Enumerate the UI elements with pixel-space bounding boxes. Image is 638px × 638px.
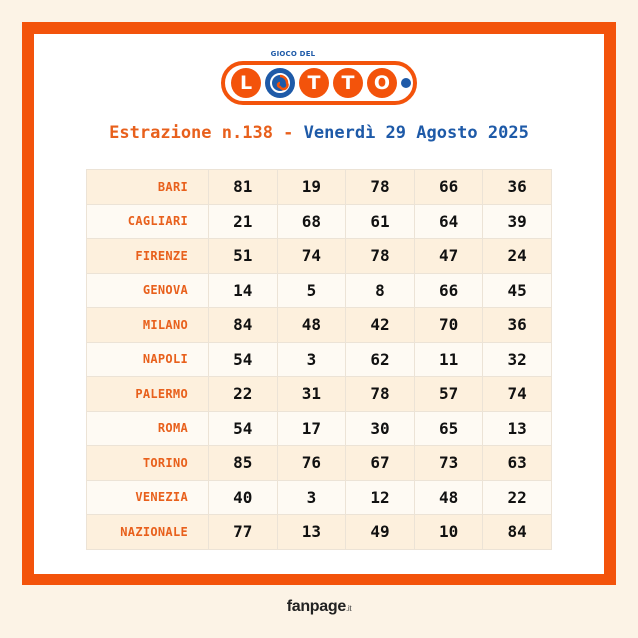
drawn-number: 8 — [345, 272, 415, 308]
table-row: PALERMO 22 31 78 57 74 — [86, 376, 552, 412]
drawn-number: 32 — [482, 341, 552, 377]
drawn-number: 22 — [482, 479, 552, 515]
drawn-number: 73 — [413, 445, 484, 481]
logo-swirl-icon — [265, 68, 295, 98]
drawn-number: 14 — [208, 272, 278, 308]
table-row: NAPOLI 54 3 62 11 32 — [86, 341, 552, 377]
draw-title: Estrazione n.138 - Venerdì 29 Agosto 202… — [0, 123, 638, 143]
wheel-name: NAPOLI — [86, 341, 209, 377]
wheel-name: MILANO — [86, 307, 209, 343]
drawn-number: 84 — [482, 514, 552, 550]
brand-tld: .it — [345, 604, 352, 613]
logo-pill: L T T O — [221, 61, 417, 105]
logo-letter-t2: T — [333, 68, 363, 98]
drawn-number: 31 — [276, 376, 347, 412]
drawn-number: 64 — [413, 203, 484, 239]
table-row: GENOVA 14 5 8 66 45 — [86, 272, 552, 308]
wheel-name: FIRENZE — [86, 238, 209, 274]
drawn-number: 70 — [413, 307, 484, 343]
wheel-name: BARI — [86, 169, 209, 205]
table-row: NAZIONALE 77 13 49 10 84 — [86, 514, 552, 550]
table-row: MILANO 84 48 42 70 36 — [86, 307, 552, 343]
drawn-number: 40 — [208, 479, 278, 515]
logo-letter-o: O — [367, 68, 397, 98]
drawn-number: 36 — [482, 169, 552, 205]
lotto-logo: GIOCO DEL L T T O — [221, 50, 417, 106]
drawn-number: 45 — [482, 272, 552, 308]
title-separator: - — [272, 123, 304, 143]
drawn-number: 78 — [345, 169, 415, 205]
drawn-number: 84 — [208, 307, 278, 343]
wheel-name: CAGLIARI — [86, 203, 209, 239]
drawn-number: 5 — [276, 272, 347, 308]
wheel-name: PALERMO — [86, 376, 209, 412]
drawn-number: 61 — [345, 203, 415, 239]
logo-letter-t1: T — [299, 68, 329, 98]
drawn-number: 74 — [482, 376, 552, 412]
table-row: ROMA 54 17 30 65 13 — [86, 410, 552, 446]
drawn-number: 11 — [413, 341, 484, 377]
drawn-number: 62 — [345, 341, 415, 377]
drawn-number: 3 — [276, 479, 347, 515]
wheel-name: TORINO — [86, 445, 209, 481]
table-row: FIRENZE 51 74 78 47 24 — [86, 238, 552, 274]
drawn-number: 78 — [345, 238, 415, 274]
drawn-number: 51 — [208, 238, 278, 274]
drawn-number: 12 — [345, 479, 415, 515]
drawn-number: 66 — [413, 169, 484, 205]
wheel-name: VENEZIA — [86, 479, 209, 515]
drawn-number: 77 — [208, 514, 278, 550]
table-row: CAGLIARI 21 68 61 64 39 — [86, 203, 552, 239]
drawn-number: 13 — [276, 514, 347, 550]
drawn-number: 85 — [208, 445, 278, 481]
drawn-number: 68 — [276, 203, 347, 239]
table-row: TORINO 85 76 67 73 63 — [86, 445, 552, 481]
logo-letter-l: L — [231, 68, 261, 98]
fanpage-logo: fanpage.it — [0, 598, 638, 616]
drawn-number: 17 — [276, 410, 347, 446]
draw-date: Venerdì 29 Agosto 2025 — [303, 123, 529, 143]
wheel-name: NAZIONALE — [86, 514, 209, 550]
drawn-number: 66 — [413, 272, 484, 308]
drawn-number: 48 — [276, 307, 347, 343]
drawn-number: 81 — [208, 169, 278, 205]
drawn-number: 21 — [208, 203, 278, 239]
logo-dot-icon — [401, 78, 411, 88]
wheel-name: ROMA — [86, 410, 209, 446]
drawn-number: 65 — [413, 410, 484, 446]
table-row: BARI 81 19 78 66 36 — [86, 169, 552, 205]
drawn-number: 78 — [345, 376, 415, 412]
drawn-number: 76 — [276, 445, 347, 481]
drawn-number: 22 — [208, 376, 278, 412]
drawn-number: 48 — [413, 479, 484, 515]
drawn-number: 57 — [413, 376, 484, 412]
drawn-number: 3 — [276, 341, 347, 377]
drawn-number: 39 — [482, 203, 552, 239]
drawn-number: 63 — [482, 445, 552, 481]
drawn-number: 19 — [276, 169, 347, 205]
drawn-number: 24 — [482, 238, 552, 274]
drawn-number: 67 — [345, 445, 415, 481]
table-row: VENEZIA 40 3 12 48 22 — [86, 479, 552, 515]
drawn-number: 10 — [413, 514, 484, 550]
drawn-number: 13 — [482, 410, 552, 446]
logo-supertitle: GIOCO DEL — [270, 50, 316, 58]
drawn-number: 49 — [345, 514, 415, 550]
wheel-name: GENOVA — [86, 272, 209, 308]
drawn-number: 36 — [482, 307, 552, 343]
drawn-number: 42 — [345, 307, 415, 343]
drawn-number: 47 — [413, 238, 484, 274]
draw-number: Estrazione n.138 — [109, 123, 273, 143]
drawn-number: 54 — [208, 410, 278, 446]
drawn-number: 30 — [345, 410, 415, 446]
brand-name: fanpage — [286, 598, 347, 615]
results-table: BARI 81 19 78 66 36 CAGLIARI 21 68 61 64 39 FIRENZE 5… — [86, 169, 552, 550]
drawn-number: 54 — [208, 341, 278, 377]
drawn-number: 74 — [276, 238, 347, 274]
